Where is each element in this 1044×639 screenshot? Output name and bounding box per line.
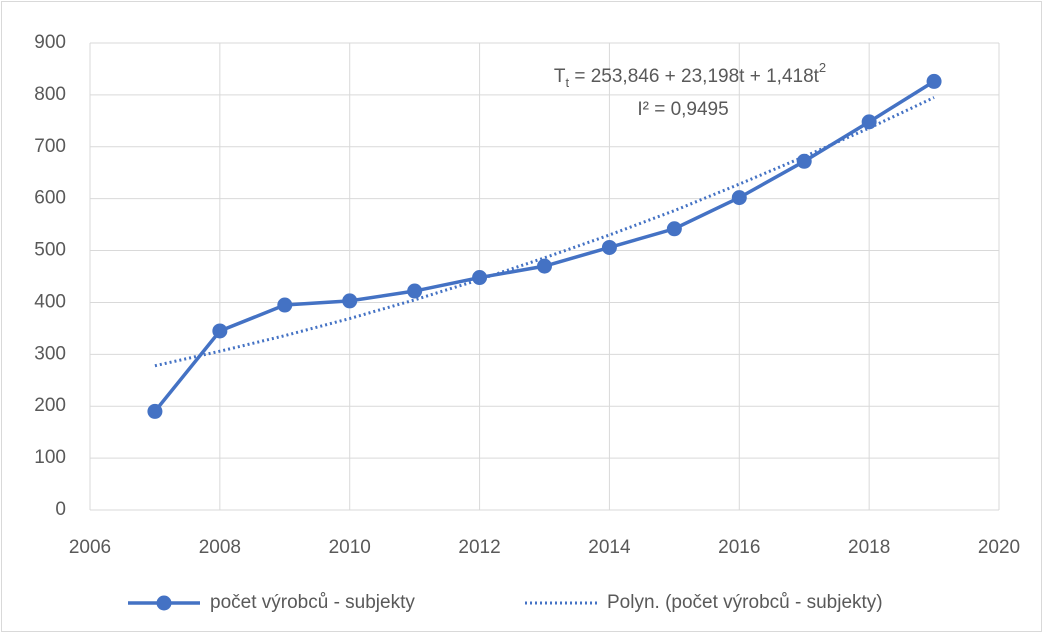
y-tick-label: 700 <box>34 136 66 157</box>
y-tick-label: 300 <box>34 343 66 364</box>
x-tick-label: 2008 <box>199 537 241 558</box>
equation-subscript: t <box>565 75 569 90</box>
equation: Tt = 253,846 + 23,198t + 1,418t2 <box>554 60 826 90</box>
x-tick-label: 2014 <box>588 537 631 558</box>
y-tick-label: 0 <box>55 499 66 520</box>
y-tick-label: 100 <box>34 447 66 468</box>
data-point <box>601 239 617 255</box>
data-point <box>796 153 812 169</box>
data-point <box>666 221 682 237</box>
x-tick-label: 2020 <box>978 537 1020 558</box>
x-tick-label: 2010 <box>329 537 371 558</box>
equation-superscript: 2 <box>819 60 826 75</box>
y-tick-label: 600 <box>34 188 66 209</box>
x-tick-label: 2006 <box>69 537 111 558</box>
y-tick-label: 800 <box>34 84 66 105</box>
y-tick-label: 900 <box>34 32 66 53</box>
legend-label: Polyn. (počet výrobců - subjekty) <box>607 592 883 613</box>
data-point <box>147 403 163 419</box>
data-point <box>277 297 293 313</box>
equation-part: T <box>554 66 566 87</box>
x-tick-label: 2016 <box>718 537 760 558</box>
legend-marker <box>156 595 172 611</box>
y-tick-label: 200 <box>34 395 66 416</box>
legend-label: počet výrobců - subjekty <box>210 592 415 613</box>
y-tick-label: 500 <box>34 240 66 261</box>
x-tick-label: 2018 <box>848 537 890 558</box>
data-point <box>212 323 228 339</box>
data-point <box>861 114 877 130</box>
data-point <box>731 190 747 206</box>
r-squared: I² = 0,9495 <box>637 99 728 120</box>
data-point <box>926 73 942 89</box>
data-point <box>537 258 552 274</box>
data-point <box>342 293 358 309</box>
equation-part: = 253,846 + 23,198t + 1,418t <box>569 66 820 87</box>
x-tick-label: 2012 <box>458 537 500 558</box>
y-tick-label: 400 <box>34 291 66 312</box>
data-point <box>407 283 423 299</box>
